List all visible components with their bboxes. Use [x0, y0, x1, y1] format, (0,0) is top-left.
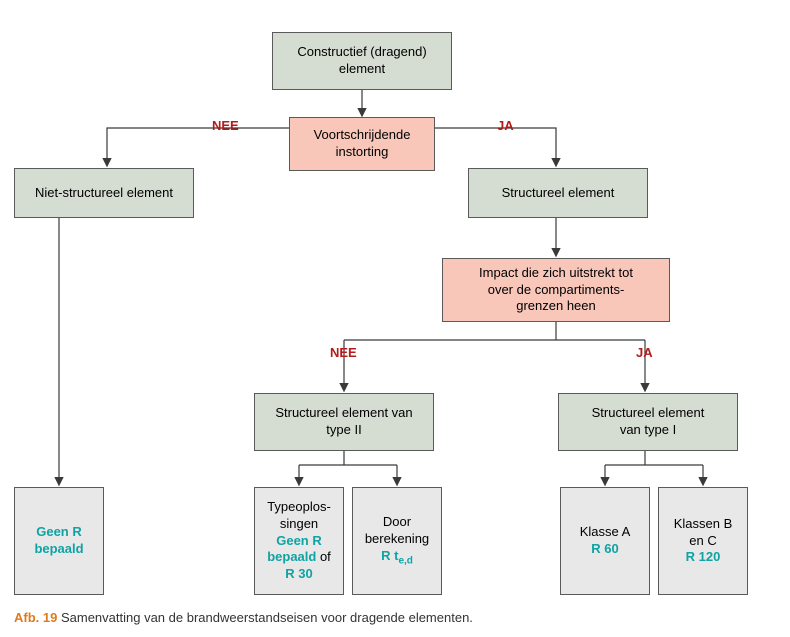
- node-type-i: Structureel element van type I: [558, 393, 738, 451]
- edge-label-nee-2: NEE: [330, 345, 357, 360]
- node-result-klasse-a: Klasse A R 60: [560, 487, 650, 595]
- node-text: Klassen B: [674, 516, 733, 533]
- node-decision-instorting: Voortschrijdende instorting: [289, 117, 435, 171]
- node-mixed: bepaald of: [267, 549, 331, 566]
- node-text: Klasse A: [580, 524, 631, 541]
- node-text: Structureel element: [502, 185, 615, 202]
- node-text: van type I: [620, 422, 676, 439]
- node-accent: Geen R: [36, 524, 82, 541]
- caption-prefix: Afb. 19: [14, 610, 57, 625]
- flowchart-canvas: Constructief (dragend) element Voortschr…: [0, 0, 790, 637]
- node-accent: Geen R: [276, 533, 322, 550]
- node-text: singen: [280, 516, 318, 533]
- node-text: Constructief (dragend): [297, 44, 426, 61]
- node-text: element: [339, 61, 385, 78]
- caption-text: Samenvatting van de brandweerstandseisen…: [61, 610, 473, 625]
- node-result-berekening: Door berekening R te,d: [352, 487, 442, 595]
- node-text: over de compartiments-: [488, 282, 625, 299]
- node-result-geen-r: Geen R bepaald: [14, 487, 104, 595]
- node-text: instorting: [336, 144, 389, 161]
- node-root: Constructief (dragend) element: [272, 32, 452, 90]
- node-accent: bepaald: [34, 541, 83, 558]
- node-result-klassen-bc: Klassen B en C R 120: [658, 487, 748, 595]
- node-structureel: Structureel element: [468, 168, 648, 218]
- node-text: Impact die zich uitstrekt tot: [479, 265, 633, 282]
- node-text: Structureel element van: [275, 405, 412, 422]
- node-accent-html: R te,d: [381, 548, 413, 568]
- node-text: Niet-structureel element: [35, 185, 173, 202]
- node-result-typeop: Typeoplos- singen Geen R bepaald of R 30: [254, 487, 344, 595]
- edge-label-nee-1: NEE: [212, 118, 239, 133]
- node-text: berekening: [365, 531, 429, 548]
- node-text: grenzen heen: [516, 298, 596, 315]
- node-text: Door: [383, 514, 411, 531]
- node-accent: R 30: [285, 566, 312, 583]
- node-text: Voortschrijdende: [314, 127, 411, 144]
- edge-label-ja-1: JA: [497, 118, 514, 133]
- node-text: Structureel element: [592, 405, 705, 422]
- node-decision-impact: Impact die zich uitstrekt tot over de co…: [442, 258, 670, 322]
- node-text: type II: [326, 422, 361, 439]
- edge-label-ja-2: JA: [636, 345, 653, 360]
- node-text: Typeoplos-: [267, 499, 331, 516]
- figure-caption: Afb. 19 Samenvatting van de brandweersta…: [14, 610, 473, 625]
- node-accent: R 60: [591, 541, 618, 558]
- node-niet-structureel: Niet-structureel element: [14, 168, 194, 218]
- node-accent: R 120: [686, 549, 721, 566]
- node-type-ii: Structureel element van type II: [254, 393, 434, 451]
- node-text: en C: [689, 533, 716, 550]
